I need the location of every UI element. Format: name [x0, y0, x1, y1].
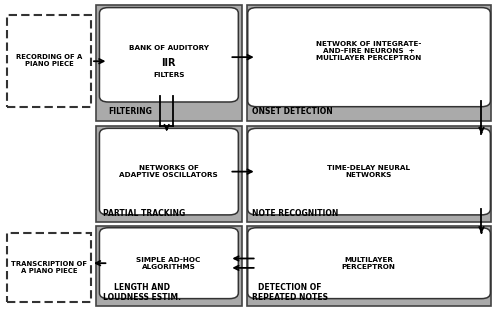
- Text: TIME-DELAY NEURAL
NETWORKS: TIME-DELAY NEURAL NETWORKS: [328, 165, 411, 178]
- Bar: [96, 226, 242, 306]
- Text: PARTIAL TRACKING: PARTIAL TRACKING: [103, 209, 186, 218]
- Bar: [96, 5, 242, 122]
- Text: SIMPLE AD-HOC
ALGORITHMS: SIMPLE AD-HOC ALGORITHMS: [137, 257, 201, 270]
- FancyBboxPatch shape: [99, 128, 239, 215]
- Text: FILTERS: FILTERS: [153, 72, 184, 78]
- Bar: [247, 5, 492, 122]
- Text: NOTE RECOGNITION: NOTE RECOGNITION: [251, 209, 338, 218]
- Text: ONSET DETECTION: ONSET DETECTION: [251, 107, 332, 116]
- Text: BANK OF AUDITORY: BANK OF AUDITORY: [129, 45, 209, 51]
- Bar: [247, 126, 492, 222]
- Text: FILTERING: FILTERING: [108, 107, 152, 116]
- Text: NETWORKS OF
ADAPTIVE OSCILLATORS: NETWORKS OF ADAPTIVE OSCILLATORS: [119, 165, 218, 178]
- FancyBboxPatch shape: [248, 228, 491, 299]
- FancyBboxPatch shape: [248, 8, 491, 107]
- Text: RECORDING OF A
PIANO PIECE: RECORDING OF A PIANO PIECE: [16, 54, 82, 67]
- Bar: [7, 233, 91, 302]
- Bar: [7, 15, 91, 107]
- Text: LENGTH AND
LOUDNESS ESTIM.: LENGTH AND LOUDNESS ESTIM.: [103, 283, 181, 302]
- Text: IIR: IIR: [162, 58, 176, 68]
- Text: DETECTION OF
REPEATED NOTES: DETECTION OF REPEATED NOTES: [251, 283, 328, 302]
- FancyBboxPatch shape: [99, 8, 239, 102]
- Text: NETWORK OF INTEGRATE-
AND-FIRE NEURONS  +
MULTILAYER PERCEPTRON: NETWORK OF INTEGRATE- AND-FIRE NEURONS +…: [316, 41, 421, 61]
- Bar: [96, 126, 242, 222]
- FancyBboxPatch shape: [99, 228, 239, 299]
- Bar: [247, 226, 492, 306]
- Text: TRANSCRIPTION OF
A PIANO PIECE: TRANSCRIPTION OF A PIANO PIECE: [11, 261, 87, 274]
- FancyBboxPatch shape: [248, 128, 491, 215]
- Text: MULTILAYER
PERCEPTRON: MULTILAYER PERCEPTRON: [342, 257, 396, 270]
